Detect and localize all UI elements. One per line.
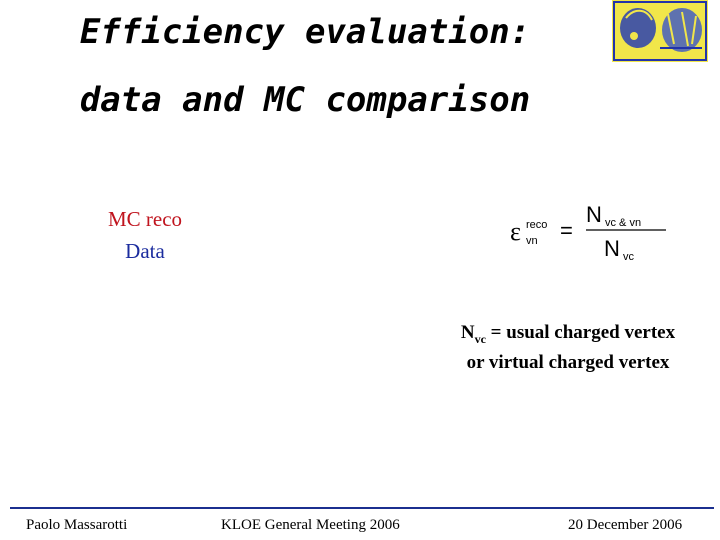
note-n-symbol: N: [460, 322, 475, 343]
formula-equals: =: [560, 218, 573, 243]
legend-mc-reco: MC reco: [107, 207, 183, 231]
legend-data: Data: [125, 239, 165, 263]
footer-author: Paolo Massarotti: [26, 517, 128, 533]
formula-denominator-n: N: [604, 236, 620, 261]
slide-title-line-1: Efficiency evaluation:: [79, 12, 531, 52]
slide-title-line-2: data and MC comparison: [79, 80, 531, 120]
formula-epsilon: ε: [510, 217, 521, 246]
footer-date: 20 December 2006: [568, 517, 683, 533]
formula-numerator-sub: vc & vn: [605, 217, 641, 229]
kloe-logo-icon: [612, 0, 708, 62]
formula-superscript: reco: [526, 219, 547, 231]
footer-divider: [10, 507, 714, 509]
formula-subscript: vn: [526, 235, 538, 247]
note-line-1-rest: = usual charged vertex: [485, 322, 676, 343]
note-line-1: Nvc = usual charged vertex: [418, 322, 718, 347]
efficiency-formula: ε reco vn = N vc & vn N vc: [508, 200, 678, 266]
footer-meeting: KLOE General Meeting 2006: [221, 517, 400, 533]
formula-denominator-sub: vc: [623, 251, 635, 263]
note-line-2: or virtual charged vertex: [466, 352, 670, 373]
note-n-sub: vc: [474, 331, 486, 346]
formula-numerator-n: N: [586, 202, 602, 227]
